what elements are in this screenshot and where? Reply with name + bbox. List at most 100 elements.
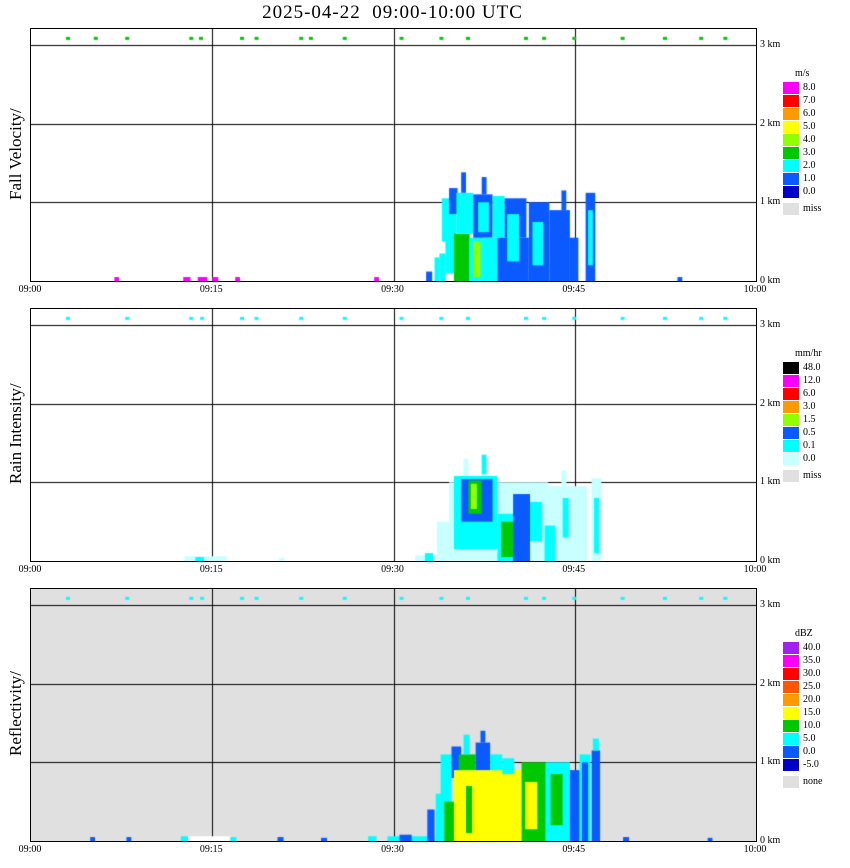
- colorbar-entry: 4.0: [783, 133, 847, 146]
- colorbar-swatch: [783, 719, 799, 732]
- colorbar-swatch: [783, 81, 799, 94]
- colorbar-entry: 30.0: [783, 667, 847, 680]
- colorbar-swatch: [783, 120, 799, 133]
- colorbar-swatch: [783, 745, 799, 758]
- colorbar-swatch: [783, 758, 799, 771]
- colorbar-value-label: miss: [803, 202, 822, 214]
- colorbar-value-label: miss: [803, 469, 822, 481]
- colorbar-swatch: [783, 185, 799, 198]
- colorbar-entry: 1.5: [783, 413, 847, 426]
- colorbar-swatch: [783, 654, 799, 667]
- colorbar-entry: 0.1: [783, 439, 847, 452]
- colorbar-swatch: [783, 680, 799, 693]
- colorbar-entry: 3.0: [783, 146, 847, 159]
- colorbar-rain-intensity: mm/hr 48.0 12.0 6.0 3.0 1.5 0.5 0.1 0.0 miss: [783, 348, 847, 482]
- time-label: 09:30: [381, 564, 404, 575]
- colorbar-swatch: [783, 146, 799, 159]
- colorbar-swatch: [783, 159, 799, 172]
- colorbar-value-label: -5.0: [803, 758, 819, 770]
- heatmap-canvas-reflectivity: [31, 589, 756, 841]
- colorbar-value-label: 0.1: [803, 439, 816, 451]
- colorbar-entry: 8.0: [783, 81, 847, 94]
- time-label: 09:30: [381, 284, 404, 295]
- colorbar-swatch: [783, 94, 799, 107]
- chart-title: 2025-04-22 09:00-10:00 UTC: [262, 2, 523, 23]
- colorbar-value-label: 5.0: [803, 732, 816, 744]
- colorbar-title: mm/hr: [795, 348, 822, 359]
- colorbar-value-label: 7.0: [803, 94, 816, 106]
- colorbar-entry: 7.0: [783, 94, 847, 107]
- colorbar-value-label: none: [803, 775, 823, 787]
- time-label: 09:45: [562, 284, 586, 295]
- colorbar-value-label: 8.0: [803, 81, 816, 93]
- colorbar-swatch: [783, 374, 799, 387]
- panel-fall-velocity: Fall Velocity/ m/s 8.0 7.0 6.0 5.0 4.0 3.0 2.0 1…: [0, 28, 850, 300]
- colorbar-entry: 48.0: [783, 361, 847, 374]
- colorbar-value-label: 0.0: [803, 452, 816, 464]
- colorbar-value-label: 48.0: [803, 361, 821, 373]
- colorbar-value-label: 15.0: [803, 706, 821, 718]
- colorbar-value-label: 10.0: [803, 719, 821, 731]
- time-label: 09:00: [18, 564, 42, 575]
- time-label: 09:30: [381, 844, 404, 855]
- colorbar-swatch: [783, 133, 799, 146]
- colorbar-swatch: [783, 413, 799, 426]
- colorbar-entry: 2.0: [783, 159, 847, 172]
- colorbar-swatch: [783, 202, 799, 215]
- height-label: 2 km: [760, 117, 781, 129]
- colorbar-swatch: [783, 775, 799, 788]
- colorbar-entry: -5.0: [783, 758, 847, 771]
- colorbar-value-label: 30.0: [803, 667, 821, 679]
- colorbar-title: dBZ: [795, 628, 813, 639]
- time-label: 09:15: [199, 284, 223, 295]
- time-label: 10:00: [743, 564, 767, 575]
- colorbar-value-label: 2.0: [803, 159, 816, 171]
- colorbar-entry: 0.0: [783, 745, 847, 758]
- colorbar-value-label: 25.0: [803, 680, 821, 692]
- colorbar-swatch: [783, 667, 799, 680]
- colorbar-entry: 12.0: [783, 374, 847, 387]
- time-label: 09:45: [562, 564, 586, 575]
- y-axis-title-fall-velocity: Fall Velocity/: [6, 108, 25, 200]
- colorbar-value-label: 0.5: [803, 426, 816, 438]
- plot-area-fall-velocity: [30, 28, 757, 282]
- colorbar-swatch: [783, 452, 799, 465]
- plot-area-rain-intensity: [30, 308, 757, 562]
- colorbar-entry: 5.0: [783, 120, 847, 133]
- heatmap-canvas-fall-velocity: [31, 29, 756, 281]
- height-label: 0 km: [760, 555, 781, 566]
- colorbar-swatch: [783, 641, 799, 654]
- colorbar-value-label: 5.0: [803, 120, 816, 132]
- colorbar-entry: 3.0: [783, 400, 847, 413]
- colorbar-swatch: [783, 400, 799, 413]
- colorbar-value-label: 20.0: [803, 693, 821, 705]
- colorbar-title: m/s: [795, 68, 810, 79]
- colorbar-fall-velocity: m/s 8.0 7.0 6.0 5.0 4.0 3.0 2.0 1.0 0.0 miss: [783, 68, 847, 215]
- colorbar-entry: 10.0: [783, 719, 847, 732]
- colorbar-value-label: 0.0: [803, 185, 816, 197]
- colorbar-swatch: [783, 387, 799, 400]
- colorbar-entry: 5.0: [783, 732, 847, 745]
- colorbar-entry: miss: [783, 469, 847, 482]
- colorbar-swatch: [783, 426, 799, 439]
- colorbar-value-label: 0.0: [803, 745, 816, 757]
- y-axis-title-rain-intensity: Rain Intensity/: [6, 383, 25, 485]
- colorbar-swatch: [783, 107, 799, 120]
- colorbar-value-label: 12.0: [803, 374, 821, 386]
- colorbar-swatch: [783, 732, 799, 745]
- panel-rain-intensity: Rain Intensity/ mm/hr 48.0 12.0 6.0 3.0 1.5 0.…: [0, 308, 850, 580]
- time-label: 09:00: [18, 844, 42, 855]
- colorbar-value-label: 4.0: [803, 133, 816, 145]
- colorbar-entry: 6.0: [783, 387, 847, 400]
- colorbar-value-label: 3.0: [803, 146, 816, 158]
- time-label: 09:45: [562, 844, 586, 855]
- height-label: 1 km: [760, 476, 781, 488]
- time-label: 10:00: [743, 284, 767, 295]
- colorbar-entry: 35.0: [783, 654, 847, 667]
- colorbar-entry: 6.0: [783, 107, 847, 120]
- colorbar-swatch: [783, 439, 799, 452]
- colorbar-entry: miss: [783, 202, 847, 215]
- colorbar-entry: 20.0: [783, 693, 847, 706]
- colorbar-value-label: 6.0: [803, 107, 816, 119]
- colorbar-value-label: 3.0: [803, 400, 816, 412]
